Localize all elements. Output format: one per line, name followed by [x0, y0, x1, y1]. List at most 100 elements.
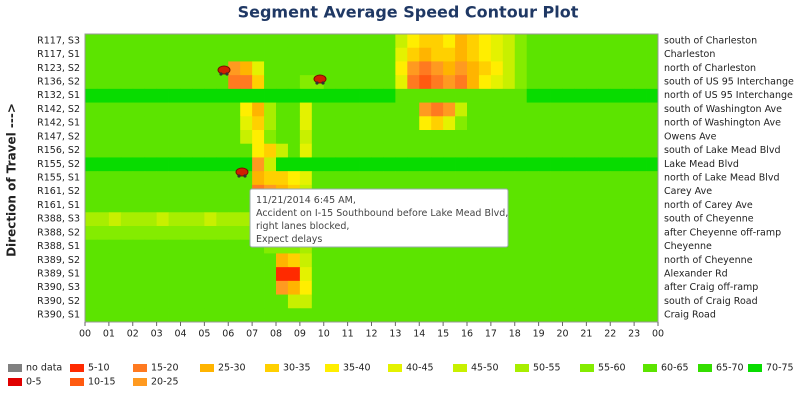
heat-cell	[144, 267, 158, 282]
heat-cell	[371, 102, 384, 117]
heat-cell	[192, 75, 205, 90]
heat-cell	[490, 47, 504, 62]
heat-cell	[514, 88, 528, 103]
heat-cell	[276, 75, 289, 90]
legend-label: 5-10	[88, 363, 110, 374]
heat-cell	[383, 47, 396, 62]
heat-cell	[252, 102, 265, 117]
heat-cell	[455, 143, 468, 158]
x-tick-label: 00	[652, 329, 664, 340]
chart-title: Segment Average Speed Contour Plot	[238, 3, 579, 22]
heat-cell	[431, 47, 444, 62]
heat-cell	[598, 184, 611, 199]
heat-cell	[192, 198, 205, 213]
heat-cell	[144, 34, 158, 49]
heat-cell	[228, 184, 241, 199]
heat-cell	[311, 308, 325, 323]
heat-cell	[216, 88, 229, 103]
heat-cell	[180, 102, 193, 117]
heat-cell	[407, 130, 420, 145]
heat-cell	[359, 280, 372, 295]
heat-cell	[252, 157, 265, 172]
x-tick-label: 08	[270, 329, 282, 340]
heat-cell	[299, 47, 313, 62]
heat-cell	[634, 75, 647, 90]
heat-cell	[192, 239, 205, 254]
heat-cell	[371, 157, 384, 172]
legend-swatch	[265, 364, 279, 372]
heat-cell	[502, 294, 516, 309]
heat-cell	[108, 88, 122, 103]
incident-icon-wheel	[225, 72, 229, 76]
heat-cell	[276, 171, 289, 186]
x-tick-label: 10	[318, 329, 330, 340]
heat-cell	[455, 75, 468, 90]
heat-cell	[216, 171, 229, 186]
heat-cell	[550, 294, 563, 309]
heat-cell	[538, 226, 551, 241]
x-tick-label: 14	[413, 329, 425, 340]
heat-cell	[383, 294, 396, 309]
heat-cell	[407, 88, 420, 103]
heat-cell	[395, 267, 408, 282]
heat-cell	[455, 171, 468, 186]
heat-cell	[120, 75, 134, 90]
heat-cell	[311, 171, 325, 186]
heat-cell	[526, 253, 540, 268]
heat-cell	[610, 34, 623, 49]
heat-cell	[144, 102, 158, 117]
heat-cell	[216, 280, 229, 295]
heat-cell	[419, 102, 432, 117]
heat-cell	[216, 116, 229, 131]
heat-cell	[634, 198, 647, 213]
heat-cell	[634, 130, 647, 145]
heat-cell	[586, 253, 599, 268]
heat-cell	[538, 253, 551, 268]
heat-cell	[383, 267, 396, 282]
heat-cell	[264, 294, 277, 309]
heat-cell	[311, 34, 325, 49]
heat-cell	[85, 75, 98, 90]
heat-cell	[132, 102, 146, 117]
heat-cell	[610, 61, 623, 76]
heat-cell	[228, 61, 241, 76]
heat-cell	[586, 239, 599, 254]
heat-cell	[610, 171, 623, 186]
heat-cell	[550, 157, 563, 172]
heat-cell	[228, 280, 241, 295]
heat-cell	[228, 294, 241, 309]
heat-cell	[85, 47, 98, 62]
heat-cell	[478, 294, 492, 309]
heat-cell	[108, 47, 122, 62]
heat-cell	[407, 143, 420, 158]
heat-cell	[192, 267, 205, 282]
row-right-label: Owens Ave	[664, 131, 717, 142]
heat-cell	[168, 130, 181, 145]
heat-cell	[371, 143, 384, 158]
heat-cell	[646, 280, 659, 295]
heat-cell	[144, 280, 158, 295]
heat-cell	[490, 75, 504, 90]
heat-cell	[646, 61, 659, 76]
heat-cell	[299, 116, 313, 131]
heat-cell	[108, 184, 122, 199]
heat-cell	[120, 47, 134, 62]
heat-cell	[132, 157, 146, 172]
heat-cell	[610, 294, 623, 309]
heat-cell	[216, 143, 229, 158]
heat-cell	[323, 294, 337, 309]
heat-cell	[634, 308, 647, 323]
x-tick-label: 13	[389, 329, 401, 340]
heat-cell	[383, 130, 396, 145]
heat-cell	[216, 130, 229, 145]
heat-cell	[646, 75, 659, 90]
heat-cell	[622, 157, 635, 172]
tooltip-text: 11/21/2014 6:45 AM,	[256, 195, 356, 206]
heat-cell	[120, 226, 134, 241]
heat-cell	[634, 116, 647, 131]
row-right-label: north of Charleston	[664, 63, 756, 74]
heat-cell	[431, 34, 444, 49]
heat-cell	[586, 47, 599, 62]
row-label: R161, S1	[37, 200, 80, 211]
heat-cell	[646, 88, 659, 103]
